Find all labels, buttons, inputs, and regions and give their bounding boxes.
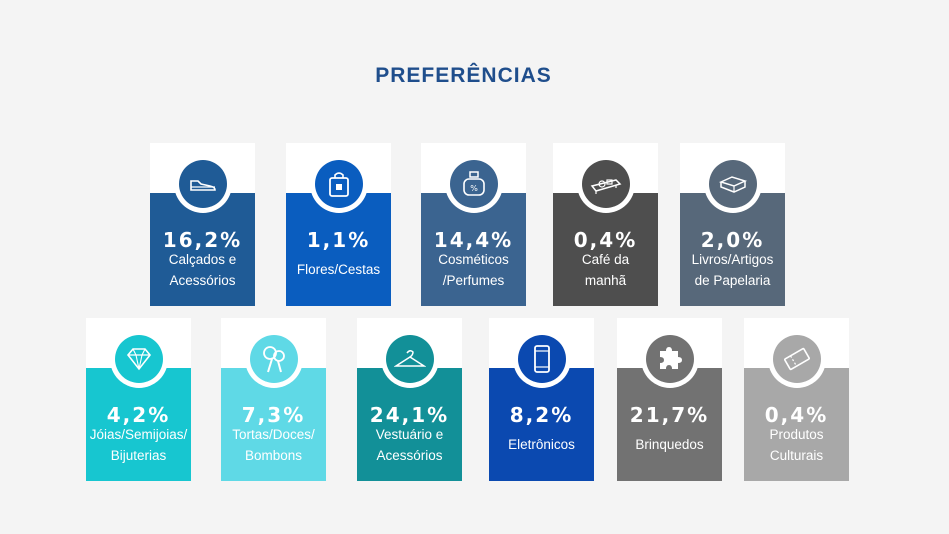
puzzle-icon (646, 335, 694, 383)
card-percentage: 0,4% (764, 403, 829, 427)
card-cosmeticos: 14,4% Cosméticos /Perfumes % (421, 143, 526, 306)
card-brinquedos: 21,7% Brinquedos (617, 318, 722, 481)
card-label: Flores/Cestas (296, 262, 381, 277)
card-label: Brinquedos (635, 437, 704, 452)
card-label: Cosméticos /Perfumes (438, 252, 509, 288)
card-percentage: 8,2% (509, 403, 574, 427)
card-percentage: 4,2% (106, 403, 171, 427)
card-label: Vestuário e Acessórios (375, 427, 444, 463)
card-label: Calçados e Acessórios (168, 252, 237, 288)
card-body: 7,3% Tortas/Doces/ Bombons (221, 368, 326, 481)
ticket-icon (773, 335, 821, 383)
shopping-bag-icon (315, 160, 363, 208)
diamond-icon (115, 335, 163, 383)
card-flores: 1,1% Flores/Cestas (286, 143, 391, 306)
books-icon (709, 160, 757, 208)
card-percentage: 2,0% (700, 228, 765, 252)
card-livros: 2,0% Livros/Artigos de Papelaria (680, 143, 785, 306)
card-body: 1,1% Flores/Cestas (286, 193, 391, 306)
card-label: Café da manhã (581, 252, 630, 288)
card-eletronicos: 8,2% Eletrônicos (489, 318, 594, 481)
card-tortas: 7,3% Tortas/Doces/ Bombons (221, 318, 326, 481)
card-percentage: 0,4% (573, 228, 638, 252)
card-label: Jóias/Semijoias/ Bijuterias (89, 427, 188, 463)
breakfast-tray-icon (582, 160, 630, 208)
card-label: Livros/Artigos de Papelaria (691, 252, 774, 288)
card-percentage: 1,1% (306, 228, 371, 252)
card-percentage: 14,4% (433, 228, 514, 252)
card-label: Produtos Culturais (769, 427, 824, 463)
card-label: Tortas/Doces/ Bombons (232, 427, 315, 463)
card-label: Eletrônicos (508, 437, 575, 452)
svg-text:%: % (470, 184, 478, 193)
candy-icon (250, 335, 298, 383)
card-calcados: 16,2% Calçados e Acessórios (150, 143, 255, 306)
card-cafe: 0,4% Café da manhã (553, 143, 658, 306)
card-percentage: 7,3% (241, 403, 306, 427)
card-percentage: 21,7% (629, 403, 710, 427)
card-vestuario: 24,1% Vestuário e Acessórios (357, 318, 462, 481)
page-title: PREFERÊNCIAS (375, 64, 552, 87)
shoe-icon (179, 160, 227, 208)
card-percentage: 16,2% (162, 228, 243, 252)
card-joias: 4,2% Jóias/Semijoias/ Bijuterias (86, 318, 191, 481)
smartphone-icon (518, 335, 566, 383)
card-produtos-culturais: 0,4% Produtos Culturais (744, 318, 849, 481)
perfume-icon: % (450, 160, 498, 208)
hanger-icon (386, 335, 434, 383)
card-percentage: 24,1% (369, 403, 450, 427)
